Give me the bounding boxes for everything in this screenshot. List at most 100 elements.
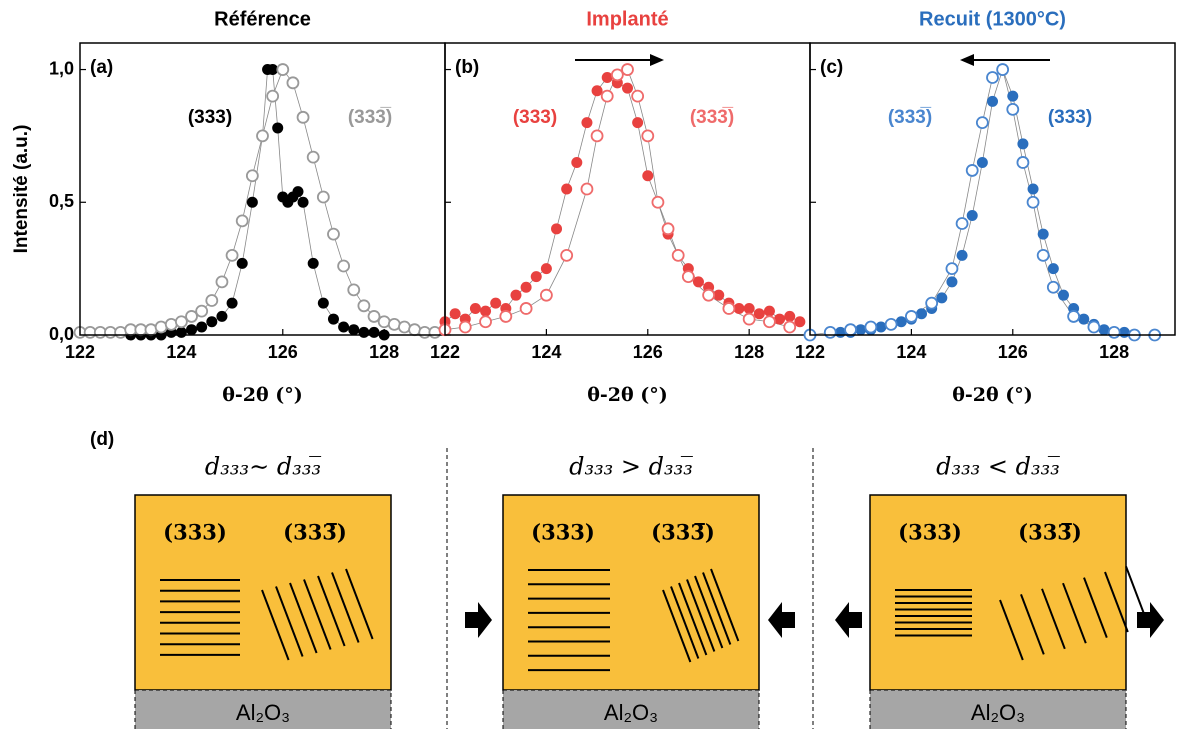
x-axis-label: θ-2θ (°) — [952, 384, 1033, 406]
data-point — [864, 320, 878, 334]
data-point — [976, 156, 988, 168]
strain-arrow — [1137, 602, 1164, 638]
data-point — [581, 117, 593, 129]
block-arrows — [465, 602, 1164, 638]
plane-label: (333) — [898, 520, 962, 545]
series-label: (333) — [513, 107, 557, 128]
relation: d₃₃₃ < d₃₃₃̅ — [936, 453, 1060, 481]
data-point — [591, 85, 603, 97]
strain-arrow — [465, 602, 492, 638]
data-point — [1067, 310, 1081, 323]
y-tick-label: 0,0 — [49, 324, 74, 344]
relation: d₃₃₃ > d₃₃₃̅ — [569, 453, 693, 481]
plane-label: (333̅) — [283, 520, 347, 545]
panel-label: (b) — [455, 57, 479, 78]
x-tick-label: 126 — [998, 342, 1028, 362]
data-point — [338, 321, 350, 333]
x-tick-label: 126 — [268, 342, 298, 362]
panel-label: (d) — [90, 429, 114, 450]
lattice-plane — [289, 582, 318, 654]
plot-frame — [809, 42, 1176, 336]
data-point — [884, 317, 898, 331]
substrate-label: Al₂O₃ — [604, 700, 658, 725]
data-point — [368, 326, 380, 338]
panel-label: (c) — [820, 57, 843, 78]
substrate — [869, 689, 1127, 729]
data-point — [316, 190, 330, 204]
x-tick-label: 126 — [633, 342, 663, 362]
substrate-label: Al₂O₃ — [971, 700, 1025, 725]
data-point — [292, 186, 304, 198]
data-point — [144, 323, 158, 337]
data-point — [174, 315, 188, 329]
data-point — [114, 325, 127, 339]
y-axis-label: Intensité (a.u.) — [11, 125, 32, 254]
data-point — [236, 257, 248, 269]
series-label: (333̅) — [690, 107, 734, 128]
data-point — [306, 150, 320, 164]
x-axis-label: θ-2θ (°) — [222, 384, 303, 406]
data-point — [499, 310, 513, 323]
arrows — [575, 54, 1050, 66]
data-point — [327, 313, 339, 325]
data-point — [713, 289, 725, 301]
data-point — [520, 281, 532, 293]
series-label: (333̅) — [888, 107, 932, 128]
data-point — [794, 316, 806, 328]
lattice-plane — [317, 575, 346, 647]
data-point — [742, 312, 756, 326]
data-point — [225, 248, 239, 262]
data-point — [245, 169, 259, 183]
data-point — [1047, 263, 1059, 275]
x-tick-label: 124 — [896, 342, 926, 362]
data-point — [175, 326, 187, 338]
data-point — [428, 325, 442, 339]
data-point — [987, 95, 998, 107]
data-point — [551, 223, 563, 235]
plane-label: (333̅) — [1018, 520, 1082, 545]
data-point — [1006, 102, 1020, 116]
data-point — [196, 321, 208, 333]
plane-label: (333̅) — [651, 520, 715, 545]
data-point — [753, 308, 765, 320]
series-line — [444, 76, 801, 323]
data-point — [480, 305, 492, 317]
data-point — [449, 308, 461, 320]
data-point — [216, 310, 228, 322]
data-point — [600, 89, 614, 103]
data-point — [307, 257, 319, 269]
data-point — [956, 249, 968, 261]
data-point — [286, 76, 300, 90]
substrate-label: Al₂O₃ — [236, 700, 290, 725]
data-point — [975, 116, 989, 130]
relation: d₃₃₃∼ d₃₃₃̅ — [205, 453, 321, 481]
strain-arrow — [768, 602, 795, 638]
x-tick-label: 122 — [795, 342, 825, 362]
data-point — [387, 317, 401, 331]
data-point — [235, 214, 249, 228]
data-point — [823, 325, 837, 339]
lattice-plane — [999, 599, 1024, 661]
data-point — [763, 305, 775, 317]
x-tick-label: 128 — [1099, 342, 1129, 362]
diagram: d₃₃₃∼ d₃₃₃̅ Al₂O₃ (333) (333̅) d₃₃₃ > d₃₃₃̅ A… — [134, 453, 1150, 729]
data-point — [661, 222, 675, 236]
data-point — [925, 296, 939, 310]
data-point — [936, 292, 948, 304]
data-point — [774, 313, 786, 325]
lattice-plane — [1104, 571, 1129, 633]
data-point — [622, 82, 633, 94]
data-point — [1057, 289, 1069, 301]
x-tick-label: 122 — [65, 342, 95, 362]
lattice-plane — [331, 572, 360, 643]
data-point — [621, 63, 634, 76]
lattice-plane — [662, 589, 692, 663]
data-point — [327, 227, 340, 241]
lattice-plane — [345, 568, 374, 640]
data-point — [479, 315, 492, 329]
data-point — [358, 326, 370, 338]
x-tick-label: 124 — [166, 342, 196, 362]
data-point — [722, 302, 736, 315]
data-point — [215, 275, 229, 289]
data-point — [519, 302, 533, 315]
